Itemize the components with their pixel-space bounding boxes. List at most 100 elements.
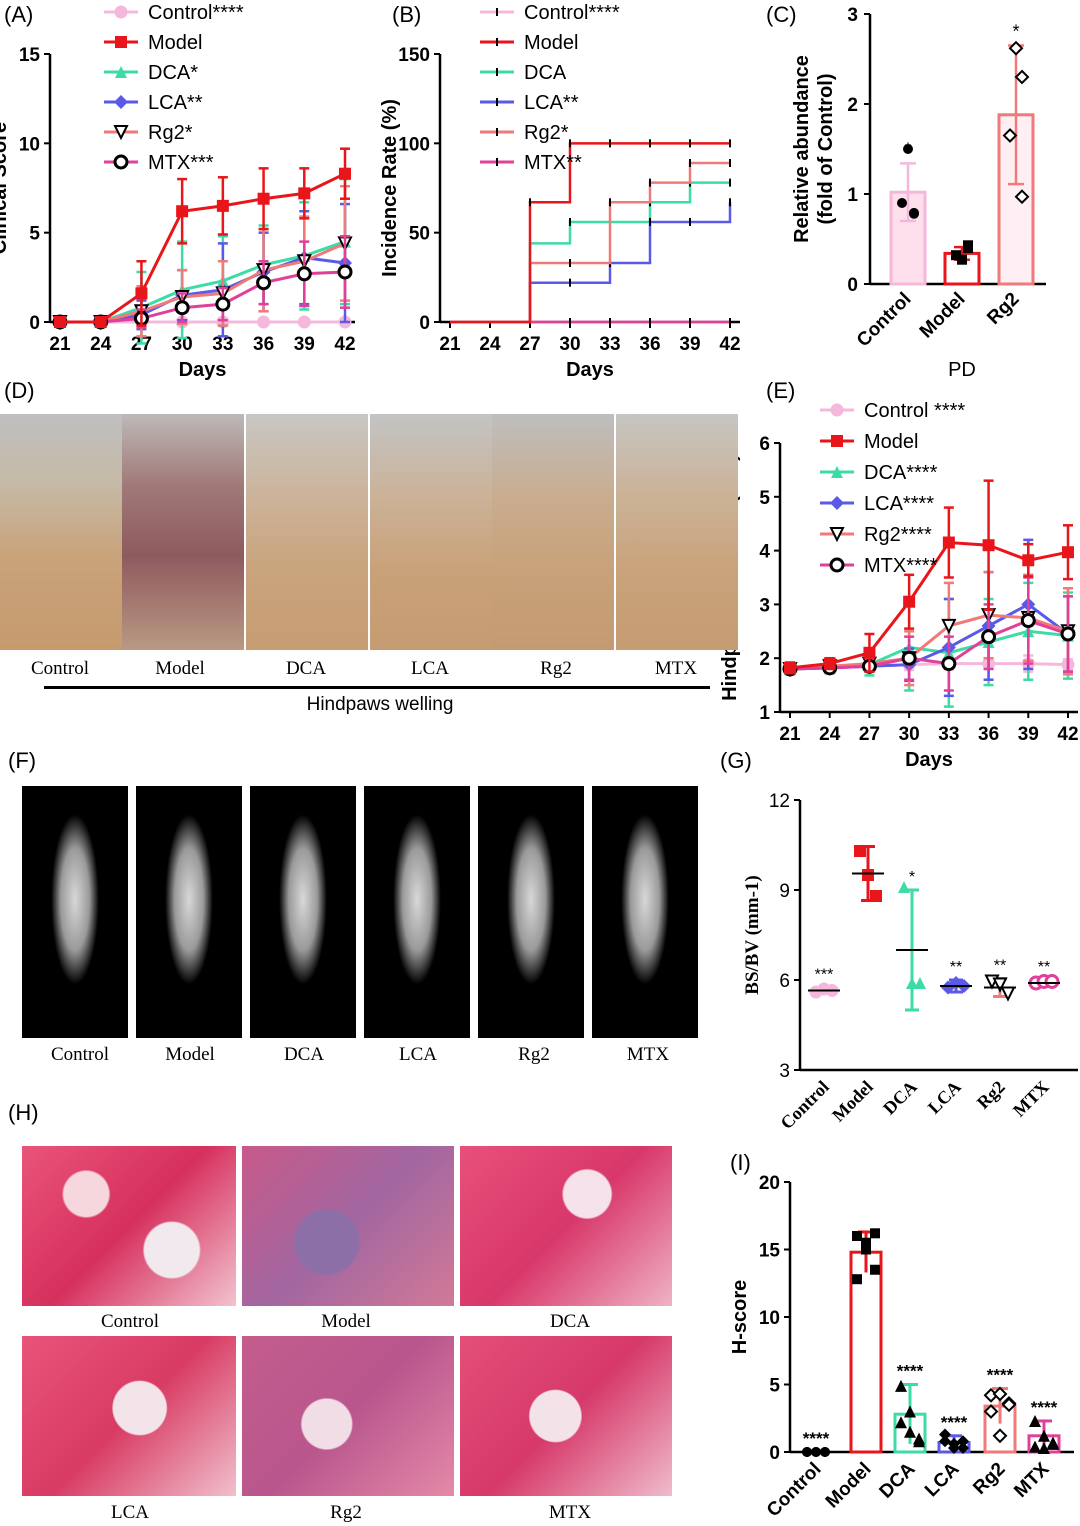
data-point-A-mtx (296, 266, 312, 282)
data-point-I-model (870, 1228, 880, 1239)
sig-label-G: ** (994, 958, 1006, 975)
sig-label-I: **** (803, 1429, 830, 1448)
y-tick-label-G: 6 (779, 971, 790, 992)
y-tick-label-C: 0 (847, 275, 858, 296)
histo-photo-lca (22, 1336, 236, 1496)
y-tick-label-E: 6 (759, 434, 770, 455)
series-A-mtx (52, 234, 353, 330)
data-point-E-model (784, 661, 796, 674)
legend-marker-E (830, 403, 844, 417)
data-point-A-model (135, 287, 148, 300)
sig-label-I: **** (941, 1413, 968, 1432)
legend-label-A-rg2: Rg2* (148, 122, 193, 144)
series-line-B-model (450, 142, 730, 324)
data-point-C-rg2 (1002, 128, 1018, 143)
data-point-I-model (852, 1274, 862, 1285)
data-point-C-rg2 (1014, 189, 1030, 205)
data-point-I-lca (948, 1441, 960, 1454)
x-tick-label-B: 24 (479, 334, 501, 355)
data-point-G-model (870, 890, 882, 902)
x-tick-label-I-rg2: Rg2 (969, 1459, 1009, 1499)
sig-label-I: **** (987, 1366, 1014, 1385)
data-point-I-lca (957, 1441, 969, 1454)
caption-h-dca: DCA (549, 1311, 591, 1332)
x-tick-label-B: 33 (599, 334, 620, 355)
caption-d-footer: Hindpaws welling (306, 694, 454, 715)
x-tick-label-A: 36 (253, 334, 274, 355)
x-tick-label-C-control: Control (853, 289, 916, 352)
series-A-model (54, 147, 351, 328)
x-tick-label-G-dca: DCA (879, 1077, 921, 1119)
data-point-I-model (852, 1231, 862, 1241)
data-point-G-dca (906, 977, 918, 989)
legend-label-E-lca: LCA**** (864, 493, 934, 515)
data-point-G-model (862, 869, 874, 881)
x-tick-label-G-rg2: Rg2 (973, 1077, 1009, 1113)
data-point-A-mtx (256, 275, 272, 291)
caption-f-rg2: Rg2 (518, 1044, 550, 1065)
sig-label-G: ** (950, 959, 962, 976)
y-tick-label-B: 50 (409, 224, 430, 245)
x-tick-label-I-mtx: MTX (1010, 1458, 1053, 1501)
x-tick-label-E: 42 (1057, 724, 1078, 745)
data-point-E-mtx (1020, 613, 1036, 629)
sig-label-I: **** (897, 1362, 924, 1381)
series-line-E-model (789, 540, 1069, 670)
data-point-I-rg2 (983, 1404, 999, 1419)
ct-photo-rg2 (478, 786, 584, 1038)
data-point-I-model (870, 1264, 880, 1275)
x-tick-label-G-control: Control (776, 1077, 832, 1133)
data-point-C-model (951, 250, 961, 261)
y-axis-title-B: Incidence Rate (%) (379, 99, 401, 277)
data-point-I-dca (904, 1425, 916, 1438)
data-point-E-model (863, 646, 876, 659)
x-tick-label-A: 33 (212, 334, 233, 355)
panel-label-h: (H) (8, 1100, 39, 1125)
paw-photo-rg2 (492, 414, 614, 650)
y-tick-label-E: 2 (759, 649, 770, 670)
series-line-A-model (60, 172, 346, 324)
y-tick-label-E: 3 (759, 595, 770, 616)
y-tick-label-I: 0 (769, 1443, 780, 1464)
y-tick-label-A: 15 (19, 45, 41, 66)
y-tick-label-I: 5 (769, 1376, 780, 1397)
legend-label-B-dca: DCA (524, 62, 567, 84)
caption-h-mtx: MTX (548, 1502, 592, 1523)
histo-photo-mtx (460, 1336, 672, 1496)
legend-marker-E (830, 496, 844, 510)
data-point-E-mtx (941, 656, 957, 672)
panel-label-i: (I) (730, 1150, 751, 1175)
caption-d-rg2: Rg2 (540, 658, 572, 679)
data-point-A-model (257, 192, 270, 205)
legend-label-A-mtx: MTX*** (148, 152, 214, 174)
data-point-I-rg2 (1001, 1397, 1017, 1413)
data-point-A-mtx (174, 300, 190, 316)
data-point-C-rg2 (1008, 40, 1024, 56)
x-tick-label-B: 21 (439, 334, 461, 355)
x-tick-label-G-model: Model (828, 1077, 877, 1126)
data-point-I-rg2 (992, 1386, 1008, 1402)
data-point-I-dca (895, 1416, 907, 1429)
x-tick-label-A: 24 (90, 334, 112, 355)
panel-label-a: (A) (4, 2, 34, 27)
legend-marker-E (831, 466, 843, 478)
data-point-I-lca (939, 1428, 951, 1441)
histo-photo-dca (460, 1146, 672, 1306)
data-point-I-control (802, 1447, 812, 1457)
legend-label-B-lca: LCA** (524, 92, 579, 114)
legend-label-B-model: Model (524, 32, 578, 54)
data-point-G-dca (898, 881, 910, 893)
ct-photo-control (22, 786, 128, 1038)
legend-label-E-rg2: Rg2**** (864, 524, 932, 546)
sig-label-G: * (909, 869, 915, 886)
bar-I-model (849, 1250, 883, 1454)
y-axis-title-C-1: Relative abundance (791, 55, 813, 243)
y-tick-label-G: 9 (779, 881, 790, 902)
y-axis-title-I: H-score (729, 1280, 751, 1354)
legend-label-A-control: Control**** (148, 2, 244, 24)
legend-label-B-rg2: Rg2* (524, 122, 569, 144)
data-point-I-mtx (1029, 1440, 1041, 1453)
legend-marker-A (114, 95, 128, 109)
data-point-E-rg2 (941, 618, 957, 635)
data-point-A-model (94, 316, 107, 328)
